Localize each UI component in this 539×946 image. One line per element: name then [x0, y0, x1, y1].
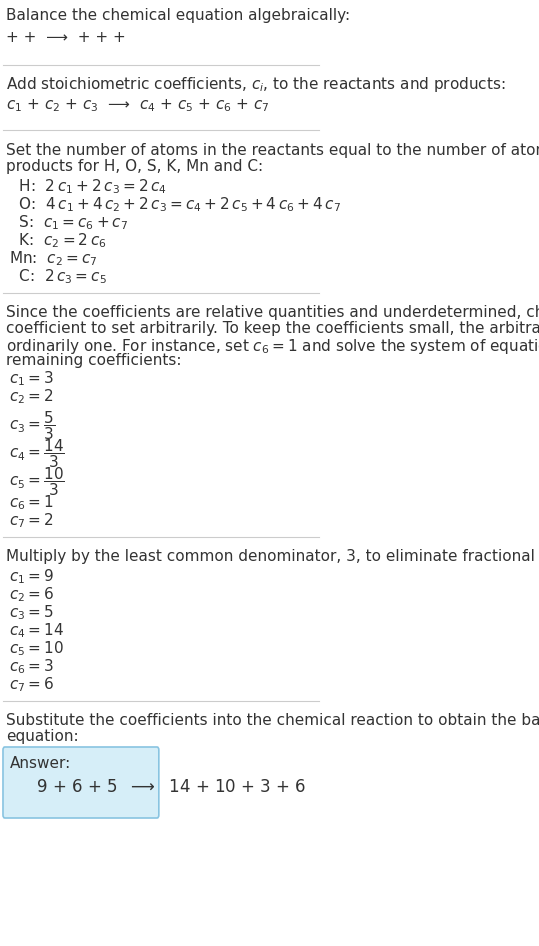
Text: products for H, O, S, K, Mn and C:: products for H, O, S, K, Mn and C: [6, 159, 263, 174]
Text: Since the coefficients are relative quantities and underdetermined, choose a: Since the coefficients are relative quan… [6, 305, 539, 320]
Text: Answer:: Answer: [10, 756, 71, 771]
Text: H:  $2\,c_1 + 2\,c_3 = 2\,c_4$: H: $2\,c_1 + 2\,c_3 = 2\,c_4$ [9, 177, 167, 196]
Text: $c_7 = 2$: $c_7 = 2$ [9, 511, 53, 530]
Text: $9$ + $6$ + $5$  $\longrightarrow$  $14$ + $10$ + $3$ + $6$: $9$ + $6$ + $5$ $\longrightarrow$ $14$ +… [10, 778, 306, 796]
Text: O:  $4\,c_1 + 4\,c_2 + 2\,c_3 = c_4 + 2\,c_5 + 4\,c_6 + 4\,c_7$: O: $4\,c_1 + 4\,c_2 + 2\,c_3 = c_4 + 2\,… [9, 195, 341, 214]
Text: Mn:  $c_2 = c_7$: Mn: $c_2 = c_7$ [9, 249, 97, 268]
Text: remaining coefficients:: remaining coefficients: [6, 353, 182, 368]
Text: $c_1 = 9$: $c_1 = 9$ [9, 567, 54, 586]
Text: $c_5 = 10$: $c_5 = 10$ [9, 639, 64, 657]
Text: $c_1$ + $c_2$ + $c_3$  ⟶  $c_4$ + $c_5$ + $c_6$ + $c_7$: $c_1$ + $c_2$ + $c_3$ ⟶ $c_4$ + $c_5$ + … [6, 97, 269, 114]
Text: $c_6 = 1$: $c_6 = 1$ [9, 493, 53, 512]
Text: Substitute the coefficients into the chemical reaction to obtain the balanced: Substitute the coefficients into the che… [6, 713, 539, 728]
Text: $c_4 = \dfrac{14}{3}$: $c_4 = \dfrac{14}{3}$ [9, 437, 65, 470]
Text: $c_2 = 6$: $c_2 = 6$ [9, 585, 54, 604]
Text: $c_7 = 6$: $c_7 = 6$ [9, 675, 54, 693]
Text: $c_5 = \dfrac{10}{3}$: $c_5 = \dfrac{10}{3}$ [9, 465, 65, 498]
Text: Multiply by the least common denominator, 3, to eliminate fractional coefficient: Multiply by the least common denominator… [6, 549, 539, 564]
Text: $c_4 = 14$: $c_4 = 14$ [9, 621, 64, 639]
Text: Set the number of atoms in the reactants equal to the number of atoms in the: Set the number of atoms in the reactants… [6, 143, 539, 158]
Text: $c_6 = 3$: $c_6 = 3$ [9, 657, 54, 675]
Text: $c_3 = \dfrac{5}{3}$: $c_3 = \dfrac{5}{3}$ [9, 409, 55, 442]
Text: Balance the chemical equation algebraically:: Balance the chemical equation algebraica… [6, 8, 350, 23]
Text: $c_2 = 2$: $c_2 = 2$ [9, 387, 53, 406]
FancyBboxPatch shape [3, 747, 159, 818]
Text: $c_3 = 5$: $c_3 = 5$ [9, 603, 54, 622]
Text: coefficient to set arbitrarily. To keep the coefficients small, the arbitrary va: coefficient to set arbitrarily. To keep … [6, 321, 539, 336]
Text: $c_1 = 3$: $c_1 = 3$ [9, 369, 54, 388]
Text: ordinarily one. For instance, set $c_6 = 1$ and solve the system of equations fo: ordinarily one. For instance, set $c_6 =… [6, 337, 539, 356]
Text: S:  $c_1 = c_6 + c_7$: S: $c_1 = c_6 + c_7$ [9, 213, 128, 232]
Text: C:  $2\,c_3 = c_5$: C: $2\,c_3 = c_5$ [9, 267, 107, 286]
Text: + +  ⟶  + + +: + + ⟶ + + + [6, 30, 126, 45]
Text: K:  $c_2 = 2\,c_6$: K: $c_2 = 2\,c_6$ [9, 231, 107, 250]
Text: Add stoichiometric coefficients, $c_i$, to the reactants and products:: Add stoichiometric coefficients, $c_i$, … [6, 75, 506, 94]
Text: equation:: equation: [6, 729, 79, 744]
